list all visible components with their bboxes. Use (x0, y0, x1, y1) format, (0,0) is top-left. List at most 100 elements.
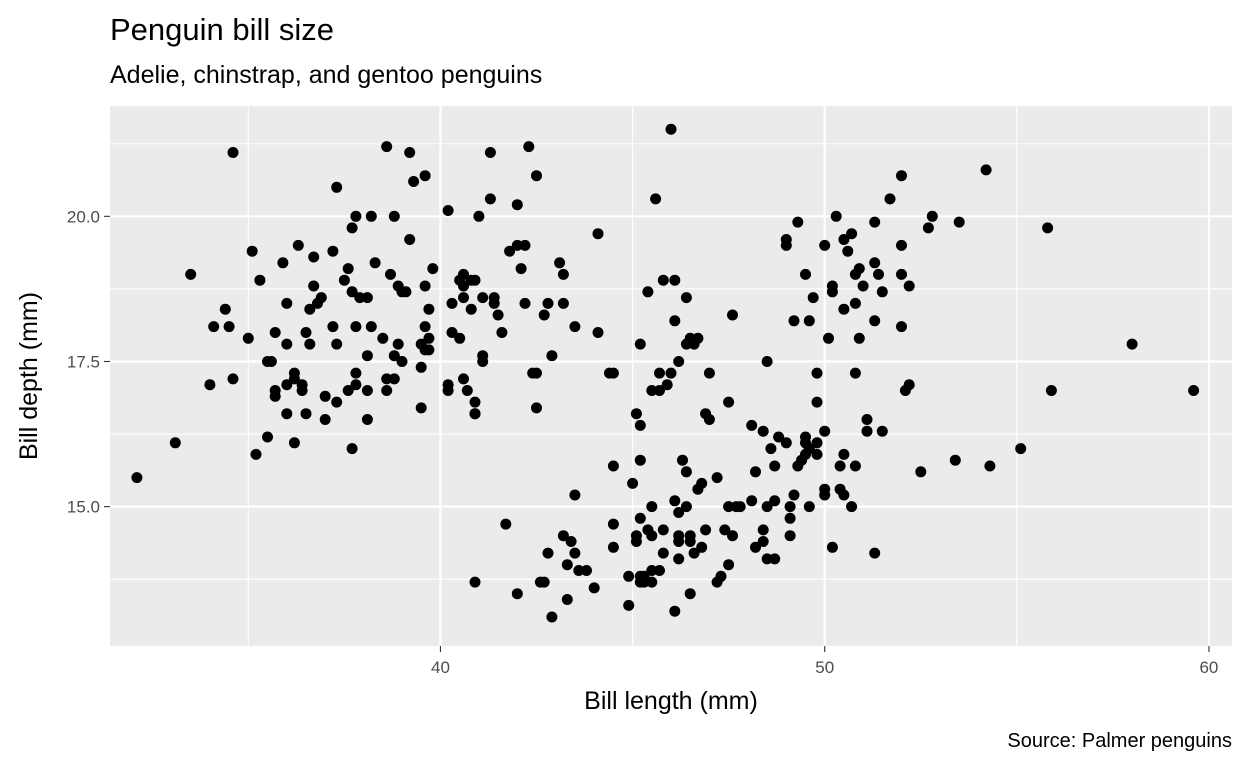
data-point (849, 367, 861, 379)
data-point (308, 280, 320, 292)
data-point (400, 286, 412, 298)
data-point (227, 373, 239, 385)
data-point (623, 570, 635, 582)
data-point (381, 373, 393, 385)
data-point (427, 263, 439, 275)
data-point (607, 460, 619, 472)
data-point (784, 501, 796, 513)
data-point (922, 222, 934, 234)
data-point (569, 321, 581, 333)
data-point (800, 268, 811, 280)
data-point (477, 292, 489, 304)
data-point (319, 414, 331, 425)
data-point (442, 379, 454, 391)
data-point (765, 443, 777, 455)
data-point (896, 170, 907, 182)
data-point (388, 350, 400, 362)
y-axis-title: Bill depth (mm) (15, 292, 43, 460)
data-point (277, 257, 289, 269)
x-tick-label: 40 (431, 658, 450, 677)
data-point (696, 477, 708, 489)
data-point (838, 448, 850, 460)
data-point (723, 559, 735, 571)
data-point (780, 234, 792, 245)
data-point (423, 332, 435, 344)
data-point (719, 524, 731, 536)
data-point (573, 565, 585, 576)
data-point (415, 402, 427, 414)
data-point (869, 216, 881, 228)
data-point (896, 321, 907, 333)
data-point (461, 385, 473, 396)
data-point (926, 210, 938, 222)
data-point (185, 268, 197, 280)
data-point (496, 327, 508, 338)
data-point (269, 385, 281, 396)
data-point (292, 239, 304, 251)
data-point (788, 489, 800, 501)
data-point (834, 460, 846, 472)
data-point (369, 257, 381, 269)
data-point (381, 141, 393, 153)
data-point (342, 385, 354, 396)
data-point (542, 297, 554, 309)
minor-gridlines (110, 106, 1232, 646)
data-point (811, 396, 823, 408)
data-point (769, 495, 781, 507)
data-point (819, 425, 831, 437)
data-point (673, 507, 685, 518)
data-point (803, 443, 815, 455)
data-point (746, 495, 758, 507)
data-point (396, 356, 408, 367)
data-point (734, 501, 746, 513)
data-point (327, 321, 339, 333)
data-point (500, 518, 512, 530)
x-tick-label: 60 (1199, 658, 1218, 677)
data-point (661, 379, 673, 391)
data-point (269, 327, 281, 338)
data-point (654, 385, 665, 396)
data-point (903, 280, 915, 292)
data-point (492, 309, 504, 321)
data-point (561, 594, 573, 605)
data-point (949, 454, 961, 466)
data-point (811, 437, 823, 449)
data-point (342, 263, 354, 275)
data-point (446, 327, 458, 338)
data-point (458, 292, 469, 304)
data-point (388, 210, 400, 222)
data-point (642, 286, 654, 298)
data-point (350, 367, 362, 379)
chart-subtitle: Adelie, chinstrap, and gentoo penguins (110, 61, 543, 89)
data-point (569, 547, 581, 559)
data-point (715, 570, 727, 582)
data-point (869, 315, 881, 327)
data-point (388, 373, 400, 385)
data-point (469, 396, 481, 408)
data-point (630, 530, 642, 542)
data-point (646, 576, 658, 588)
data-point (646, 501, 658, 513)
data-point (654, 367, 665, 379)
data-point (780, 437, 792, 449)
data-point (423, 344, 435, 356)
data-point (592, 327, 604, 338)
data-point (604, 367, 615, 379)
data-point (849, 460, 861, 472)
y-tick-label: 17.5 (67, 352, 100, 371)
x-axis-title: Bill length (mm) (584, 687, 758, 715)
data-point (784, 512, 796, 524)
data-point (727, 309, 738, 321)
data-point (953, 216, 965, 228)
data-point (853, 263, 865, 275)
data-point (703, 414, 715, 425)
data-point (365, 321, 377, 333)
data-point (711, 472, 723, 484)
data-point (896, 239, 907, 251)
data-point (546, 350, 558, 362)
data-point (607, 518, 619, 530)
data-point (819, 239, 831, 251)
data-point (542, 547, 554, 559)
data-point (308, 251, 320, 263)
